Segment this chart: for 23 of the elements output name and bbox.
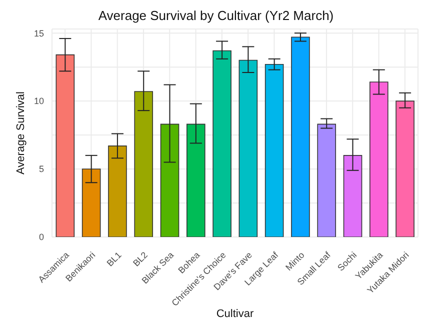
bar	[82, 168, 101, 237]
x-tick-label: BL1	[104, 250, 124, 268]
y-axis-title: Average Survival	[14, 92, 27, 174]
bar	[291, 36, 310, 237]
x-tick-label: BL2	[131, 250, 150, 268]
bar	[212, 50, 232, 237]
chart-title: Average Survival by Cultivar (Yr2 March)	[97, 8, 335, 23]
bar	[108, 146, 127, 237]
bar	[369, 82, 388, 237]
y-tick-label: 15	[34, 28, 44, 38]
y-tick-label: 10	[34, 96, 44, 106]
y-tick-label: 5	[38, 164, 44, 174]
bar	[56, 54, 75, 237]
bar	[238, 60, 258, 237]
bar	[317, 124, 336, 237]
bar	[160, 124, 180, 237]
bar	[264, 64, 284, 237]
bar	[186, 124, 206, 237]
x-axis-title: Cultivar	[216, 308, 254, 320]
bar	[343, 155, 362, 237]
bar	[396, 100, 414, 237]
bar	[134, 91, 154, 237]
y-tick-label: 0	[38, 232, 44, 242]
